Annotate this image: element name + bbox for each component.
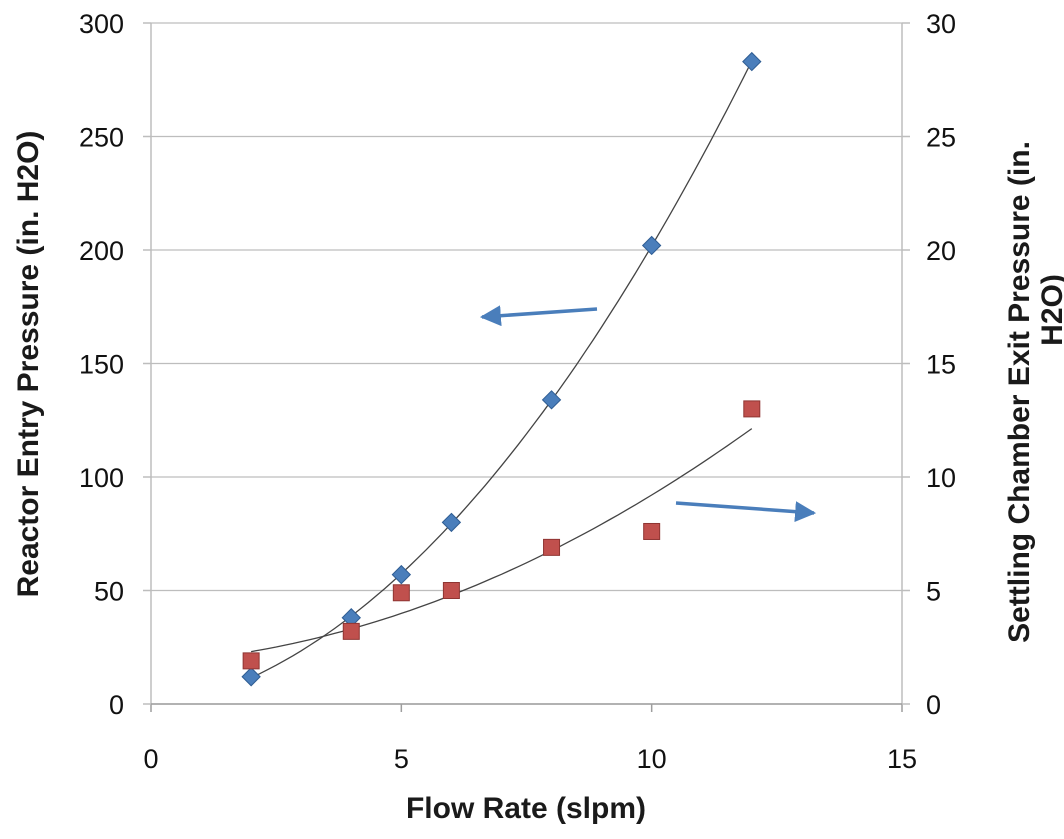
series-1-point-4	[441, 512, 462, 533]
y2-tick-label-2: 10	[926, 463, 956, 493]
series-1-point-6	[641, 235, 662, 256]
series-1-point-1	[241, 667, 261, 687]
y-tick-label-1: 50	[94, 577, 124, 607]
arrow-right-axis	[675, 501, 817, 523]
y-tick-label-3: 150	[79, 350, 124, 380]
x-tick-label-2: 10	[637, 744, 667, 774]
trendline-series-2	[250, 428, 753, 653]
x-tick-label-3: 15	[887, 744, 917, 774]
y-tick-label-2: 100	[79, 463, 124, 493]
series-1-point-7	[742, 51, 762, 72]
y-tick-label-4: 200	[79, 236, 124, 266]
y2-tick-label-0: 0	[926, 690, 941, 720]
y-tick-label-5: 250	[79, 123, 124, 153]
series-2-point-6	[643, 522, 661, 540]
y2-tick-label-4: 20	[926, 236, 956, 266]
y-tick-label-6: 300	[79, 9, 124, 39]
y-tick-label-0: 0	[109, 690, 124, 720]
y2-tick-label-1: 5	[926, 577, 941, 607]
series-2-point-7	[743, 400, 761, 418]
y-axis-title: Reactor Entry Pressure (in. H2O)	[12, 131, 45, 598]
annotation-arrows	[479, 305, 817, 523]
y2-axis-title-line2: H2O)	[1036, 274, 1064, 346]
y2-tick-label-5: 25	[926, 123, 956, 153]
series-2-point-3	[392, 584, 410, 602]
series-2-point-1	[242, 652, 260, 670]
x-axis-title: Flow Rate (slpm)	[406, 792, 646, 825]
series-2-point-4	[442, 582, 460, 599]
y2-tick-label-3: 15	[926, 350, 956, 380]
trendlines	[250, 60, 753, 679]
data-points	[241, 51, 762, 687]
series-1-point-5	[541, 390, 562, 410]
x-tick-label-0: 0	[143, 744, 158, 774]
x-tick-label-1: 5	[394, 744, 409, 774]
y2-tick-label-6: 30	[926, 9, 956, 39]
y2-axis-title-line1: Settling Chamber Exit Pressure (in.	[1003, 141, 1036, 643]
trendline-series-1	[250, 60, 753, 679]
series-2-point-5	[543, 538, 561, 556]
series-1-point-3	[391, 564, 412, 585]
arrow-left-axis	[479, 305, 598, 327]
gridlines	[151, 22, 902, 705]
series-2-point-2	[342, 622, 360, 640]
